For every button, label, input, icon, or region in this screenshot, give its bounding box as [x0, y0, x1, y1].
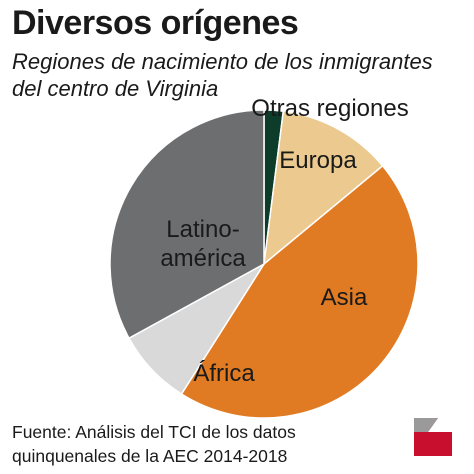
pie-slice-2: [180, 164, 419, 419]
red-corner-logo-icon: [414, 418, 452, 456]
pie-labels: Otras regiones Europa Asia África Latino-amé…: [160, 95, 408, 387]
slice-label-2: Asia: [321, 284, 368, 311]
slice-label-4: Latino-américa: [160, 216, 246, 272]
source-line-1: Fuente: Análisis del TCI de los datos: [12, 422, 296, 442]
pie-slice-1: [263, 110, 384, 266]
pie-slices: [109, 109, 419, 419]
source-line-2: quinquenales de la AEC 2014-2018: [12, 446, 288, 466]
chart-subtitle: Regiones de nacimiento de los inmigrante…: [12, 49, 433, 101]
slice-label-0: Otras regiones: [251, 95, 408, 122]
source-note: Fuente: Análisis del TCI de los datos qu…: [12, 420, 392, 468]
pie-slice-4: [109, 109, 265, 340]
slice-label-3: África: [193, 360, 255, 387]
slice-label-1: Europa: [279, 147, 357, 174]
chart-title: Diversos orígenes: [12, 4, 299, 42]
